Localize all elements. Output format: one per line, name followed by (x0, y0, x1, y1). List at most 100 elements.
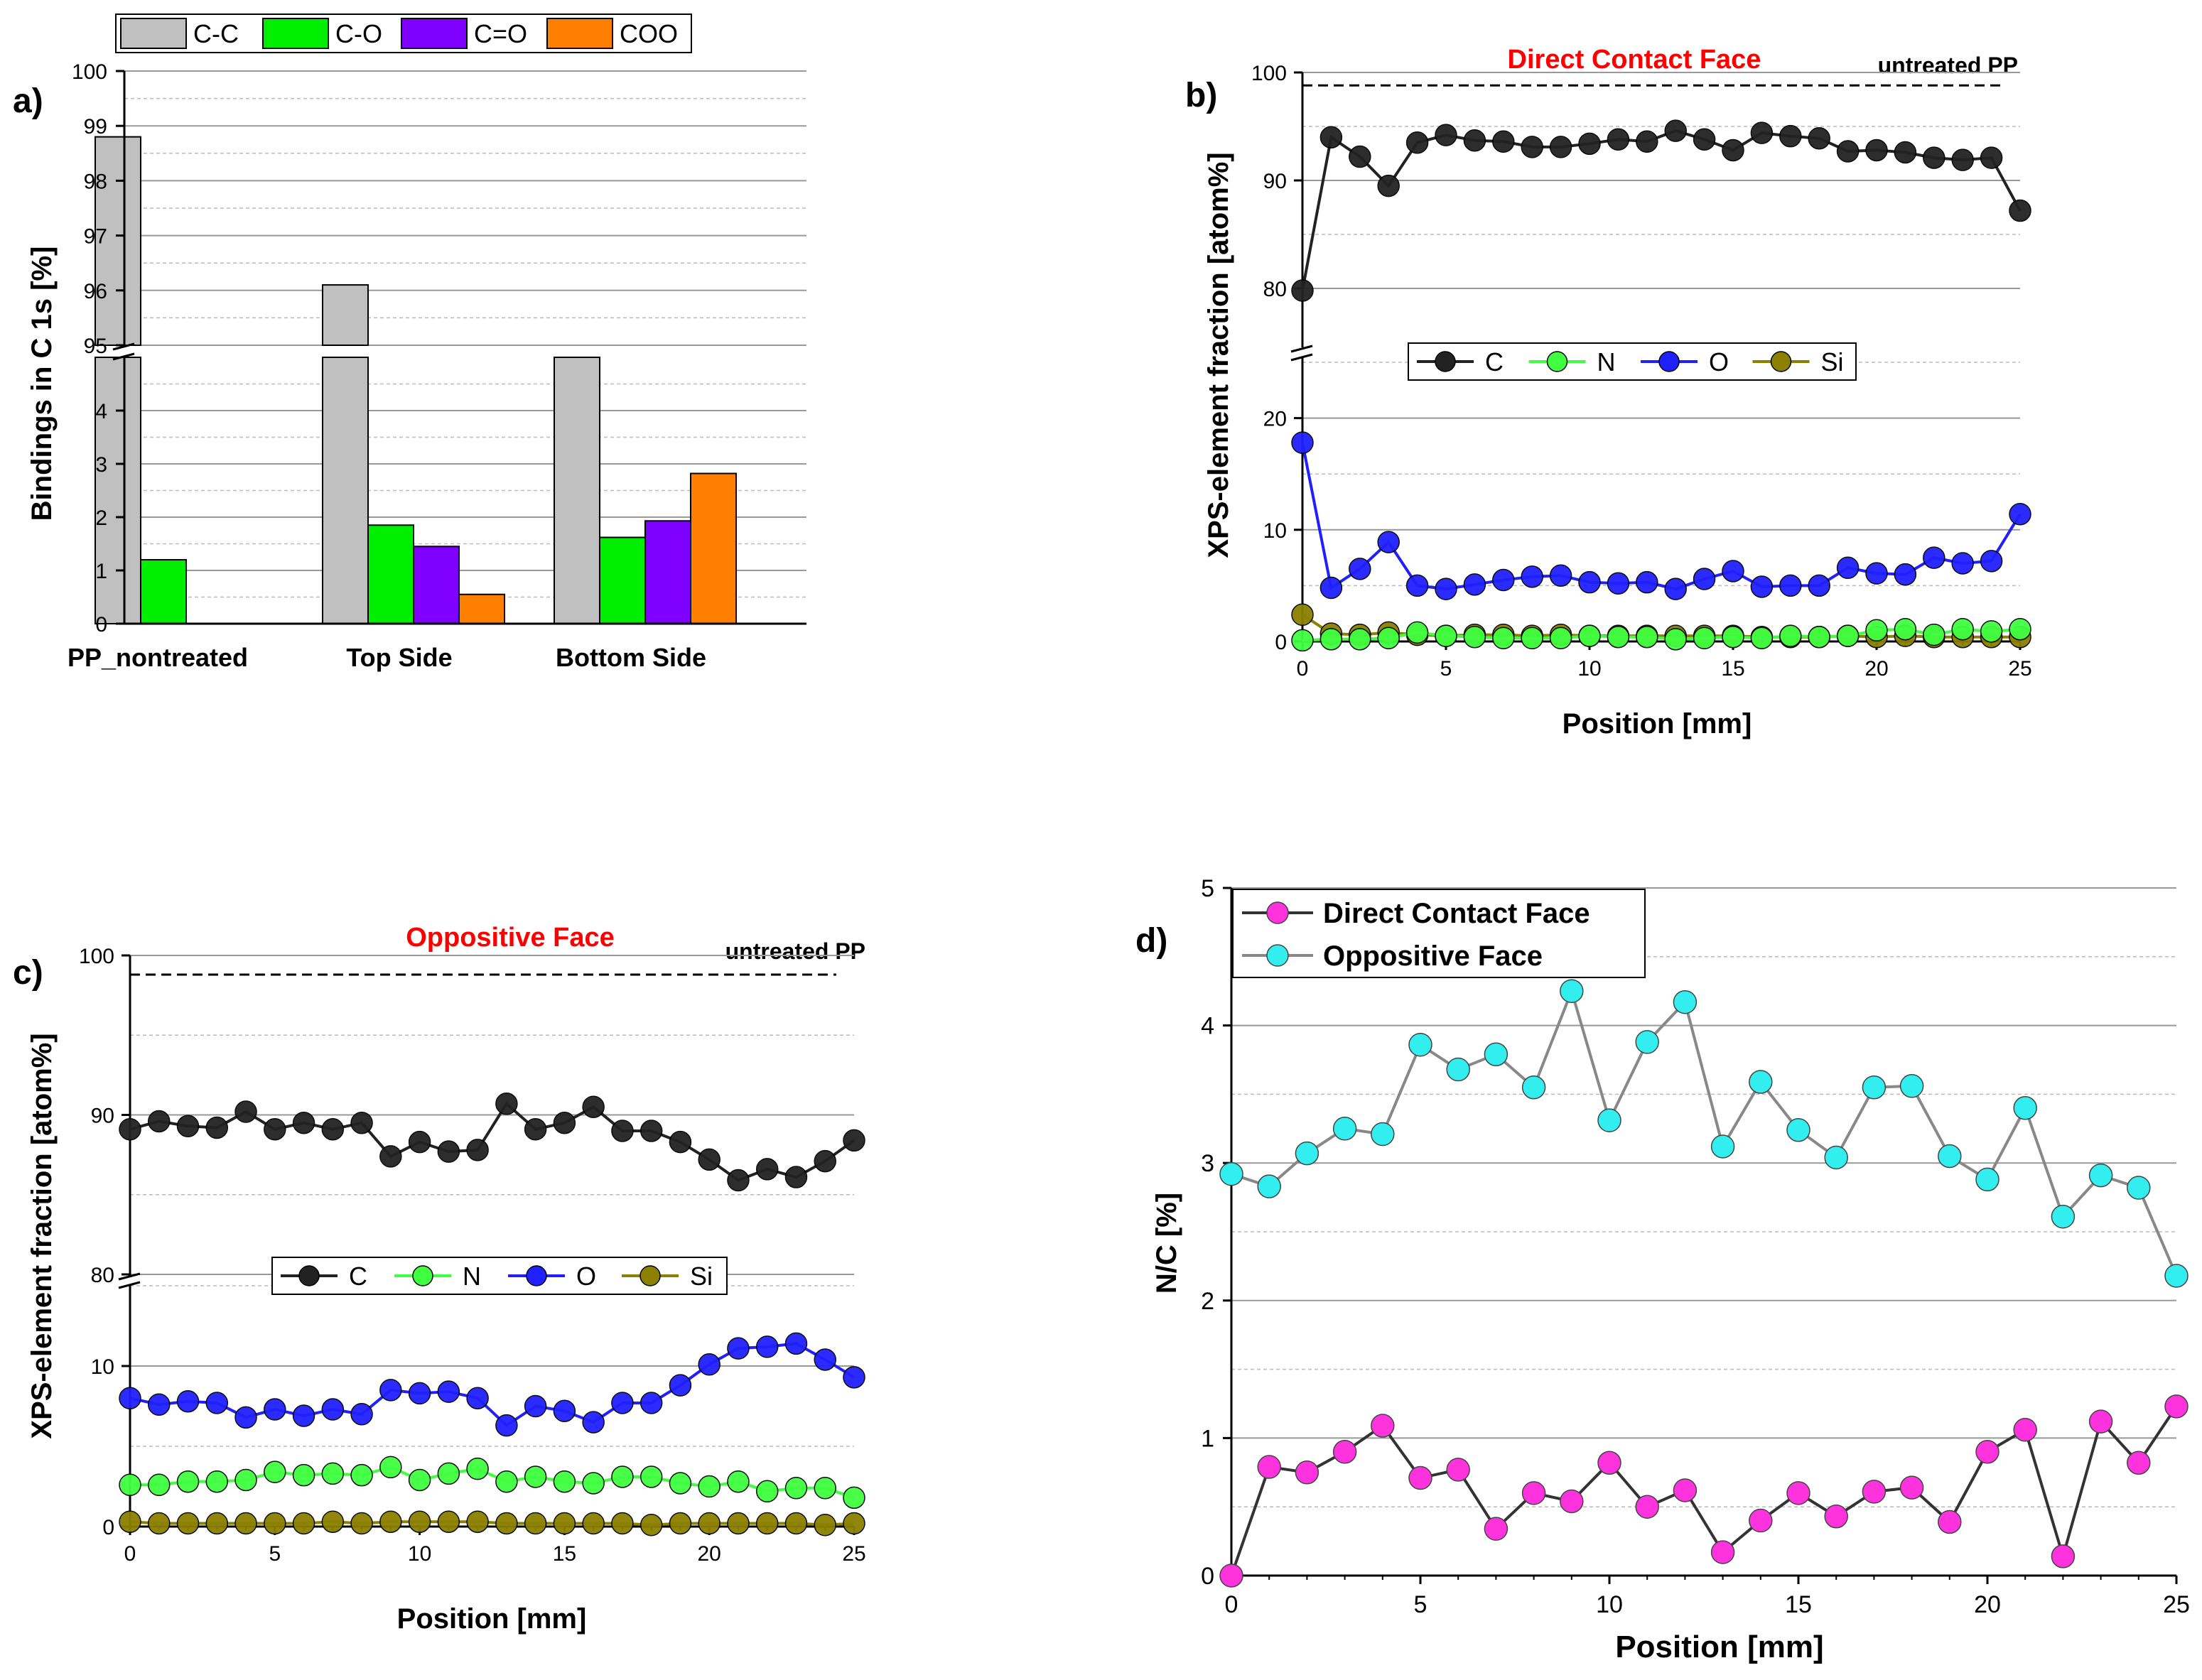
point-O-11 (1607, 572, 1630, 595)
point-oppositive-1 (1257, 1174, 1281, 1198)
y-tick-label: 0 (95, 613, 107, 636)
point-C-0 (1291, 279, 1314, 302)
point-N-10 (408, 1468, 431, 1492)
bar-C-C-Top Side-lower (322, 357, 369, 624)
point-Si-15 (553, 1512, 576, 1535)
x-tick-label: 15 (1721, 657, 1744, 681)
panel-d-xlabel: Position [mm] (1615, 1630, 1823, 1664)
point-direct-18 (1899, 1475, 1924, 1500)
legend-label-O: O (576, 1262, 596, 1291)
point-Si-21 (727, 1512, 750, 1535)
legend-marker-O (1658, 351, 1680, 372)
panel-c-ylabel: XPS-element fraction [atom%] (26, 1033, 58, 1438)
point-C-24 (1980, 146, 2003, 169)
bar-COO-Top Side (458, 593, 505, 624)
point-Si-11 (437, 1510, 460, 1533)
point-direct-4 (1371, 1414, 1395, 1438)
bar-C-O-PP_nontreated (140, 559, 187, 624)
point-oppositive-16 (1824, 1145, 1848, 1170)
x-tick-label: 20 (1974, 1591, 2001, 1618)
point-C-5 (1435, 124, 1457, 146)
legend: C N O Si (271, 1257, 728, 1295)
point-oppositive-3 (1332, 1117, 1357, 1141)
point-C-14 (1693, 128, 1716, 151)
point-N-21 (1894, 617, 1917, 641)
legend-label-O: O (1709, 347, 1729, 376)
point-O-14 (524, 1394, 547, 1418)
point-direct-16 (1824, 1505, 1848, 1529)
point-oppositive-9 (1560, 979, 1584, 1003)
point-direct-23 (2088, 1409, 2113, 1434)
x-category-label: PP_nontreated (68, 643, 248, 672)
point-Si-25 (843, 1512, 865, 1535)
y-tick-label: 80 (1263, 278, 1287, 301)
point-O-3 (1377, 531, 1400, 553)
y-tick-label: 3 (95, 453, 107, 477)
point-Si-8 (350, 1512, 373, 1535)
point-Si-18 (639, 1513, 663, 1537)
point-C-22 (755, 1158, 779, 1181)
y-tick-label: 98 (84, 170, 107, 193)
panel-b-plot: 0 5 10 15 20 25 80 90 100 0 10 20 C N O Si (1251, 62, 2032, 681)
point-direct-6 (1446, 1458, 1470, 1482)
point-Si-7 (321, 1510, 345, 1533)
legend-label-N: N (463, 1262, 481, 1291)
y-tick-label: 10 (1263, 519, 1287, 543)
point-N-19 (1836, 624, 1860, 647)
point-N-25 (2009, 617, 2031, 641)
point-O-20 (698, 1353, 720, 1376)
legend-marker-C (1435, 351, 1456, 372)
x-tick-label: 25 (2163, 1591, 2190, 1618)
point-oppositive-15 (1786, 1117, 1810, 1142)
point-direct-21 (2013, 1418, 2037, 1442)
panel-a-legend: C-C C-O C=O COO (115, 13, 692, 53)
point-C-24 (814, 1149, 836, 1173)
point-O-4 (234, 1406, 257, 1429)
point-direct-19 (1938, 1510, 1962, 1534)
point-N-12 (1636, 625, 1658, 649)
point-N-2 (1349, 628, 1371, 651)
axis-break-mark (118, 1281, 141, 1289)
point-C-2 (1349, 145, 1371, 168)
point-C-23 (784, 1166, 808, 1188)
point-O-6 (292, 1404, 315, 1427)
y-tick-label: 80 (91, 1264, 114, 1287)
legend-marker-N (1546, 351, 1568, 372)
y-tick-label: 95 (84, 335, 107, 358)
point-Si-3 (205, 1512, 229, 1535)
legend-swatch-C-C (120, 18, 187, 49)
y-tick-label: 0 (1275, 631, 1287, 654)
point-oppositive-13 (1710, 1134, 1735, 1159)
point-C-2 (176, 1115, 200, 1137)
point-direct-10 (1597, 1451, 1621, 1475)
x-tick-label: 15 (1785, 1591, 1812, 1618)
panel-d-label: d) (1135, 922, 1167, 960)
point-C-11 (1607, 128, 1630, 151)
point-Si-9 (379, 1510, 402, 1533)
axis-break-mark (118, 1272, 141, 1281)
point-N-11 (1607, 625, 1630, 649)
panel-b-label: b) (1185, 77, 1217, 114)
legend-box (1232, 889, 1646, 978)
y-tick-label: 1 (95, 560, 107, 583)
y-tick-label: 97 (84, 225, 107, 249)
x-tick-label: 0 (1297, 657, 1309, 681)
point-C-3 (1377, 174, 1400, 197)
point-oppositive-8 (1521, 1075, 1546, 1100)
point-O-10 (408, 1382, 431, 1405)
point-O-18 (639, 1392, 663, 1414)
point-C-14 (524, 1117, 547, 1141)
panel-b-reference-label: untreated PP (1878, 53, 2018, 78)
point-oppositive-22 (2051, 1204, 2076, 1229)
point-O-23 (1951, 552, 1974, 575)
point-Si-12 (466, 1510, 489, 1533)
bar-C=O-Bottom Side (644, 520, 691, 624)
point-direct-17 (1862, 1480, 1887, 1504)
point-N-1 (148, 1473, 171, 1496)
point-Si-19 (669, 1512, 692, 1535)
legend: C N O Si (1408, 342, 1857, 381)
point-O-21 (727, 1337, 750, 1360)
point-N-22 (1923, 623, 1945, 646)
panel-d-plot: 0 5 10 15 20 25 0 1 2 3 4 5 Direct Contact Face Oppos… (1201, 875, 2190, 1618)
point-O-13 (495, 1414, 518, 1437)
